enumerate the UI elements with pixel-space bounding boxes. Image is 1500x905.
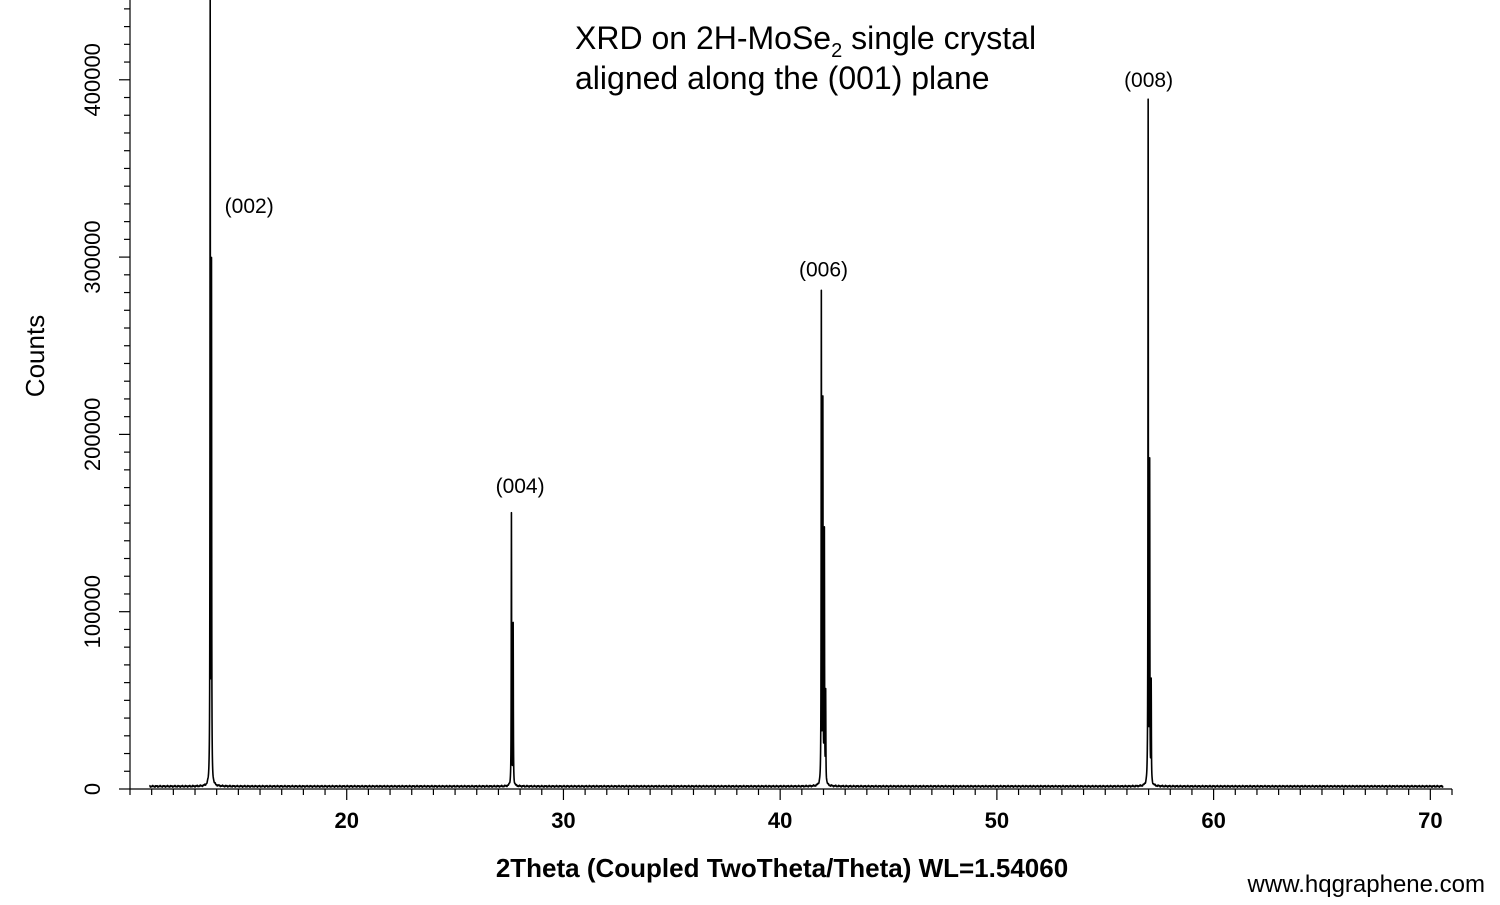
ticks [119, 8, 1453, 800]
y-tick-label: 400000 [80, 43, 105, 116]
x-tick-label: 20 [334, 808, 358, 833]
y-tick-label: 100000 [80, 575, 105, 648]
x-tick-label: 30 [551, 808, 575, 833]
tick-labels: 20 30 40 50 60 70 0 100000 200000 300000 400000 [80, 43, 1443, 833]
xrd-trace [148, 0, 1444, 789]
y-tick-label: 300000 [80, 220, 105, 293]
peak-label: (004) [496, 475, 545, 498]
y-tick-label: 0 [80, 783, 105, 795]
x-tick-label: 60 [1201, 808, 1225, 833]
peak-label: (008) [1124, 69, 1173, 92]
watermark: www.hqgraphene.com [1247, 871, 1485, 898]
chart-title-line2: aligned along the (001) plane [575, 60, 990, 96]
x-tick-label: 50 [985, 808, 1009, 833]
y-axis-label: Counts [20, 315, 50, 397]
x-tick-label: 70 [1418, 808, 1442, 833]
chart-title-line1: XRD on 2H-MoSe2 single crystal [575, 20, 1036, 62]
peak-label: (002) [225, 195, 274, 218]
peak-annotations: (002) (004) (006) (008) [225, 69, 1173, 498]
peak-label: (006) [799, 259, 848, 282]
y-tick-label: 200000 [80, 398, 105, 471]
x-axis-label: 2Theta (Coupled TwoTheta/Theta) WL=1.540… [496, 853, 1068, 883]
x-tick-label: 40 [768, 808, 792, 833]
axes [129, 0, 1452, 790]
